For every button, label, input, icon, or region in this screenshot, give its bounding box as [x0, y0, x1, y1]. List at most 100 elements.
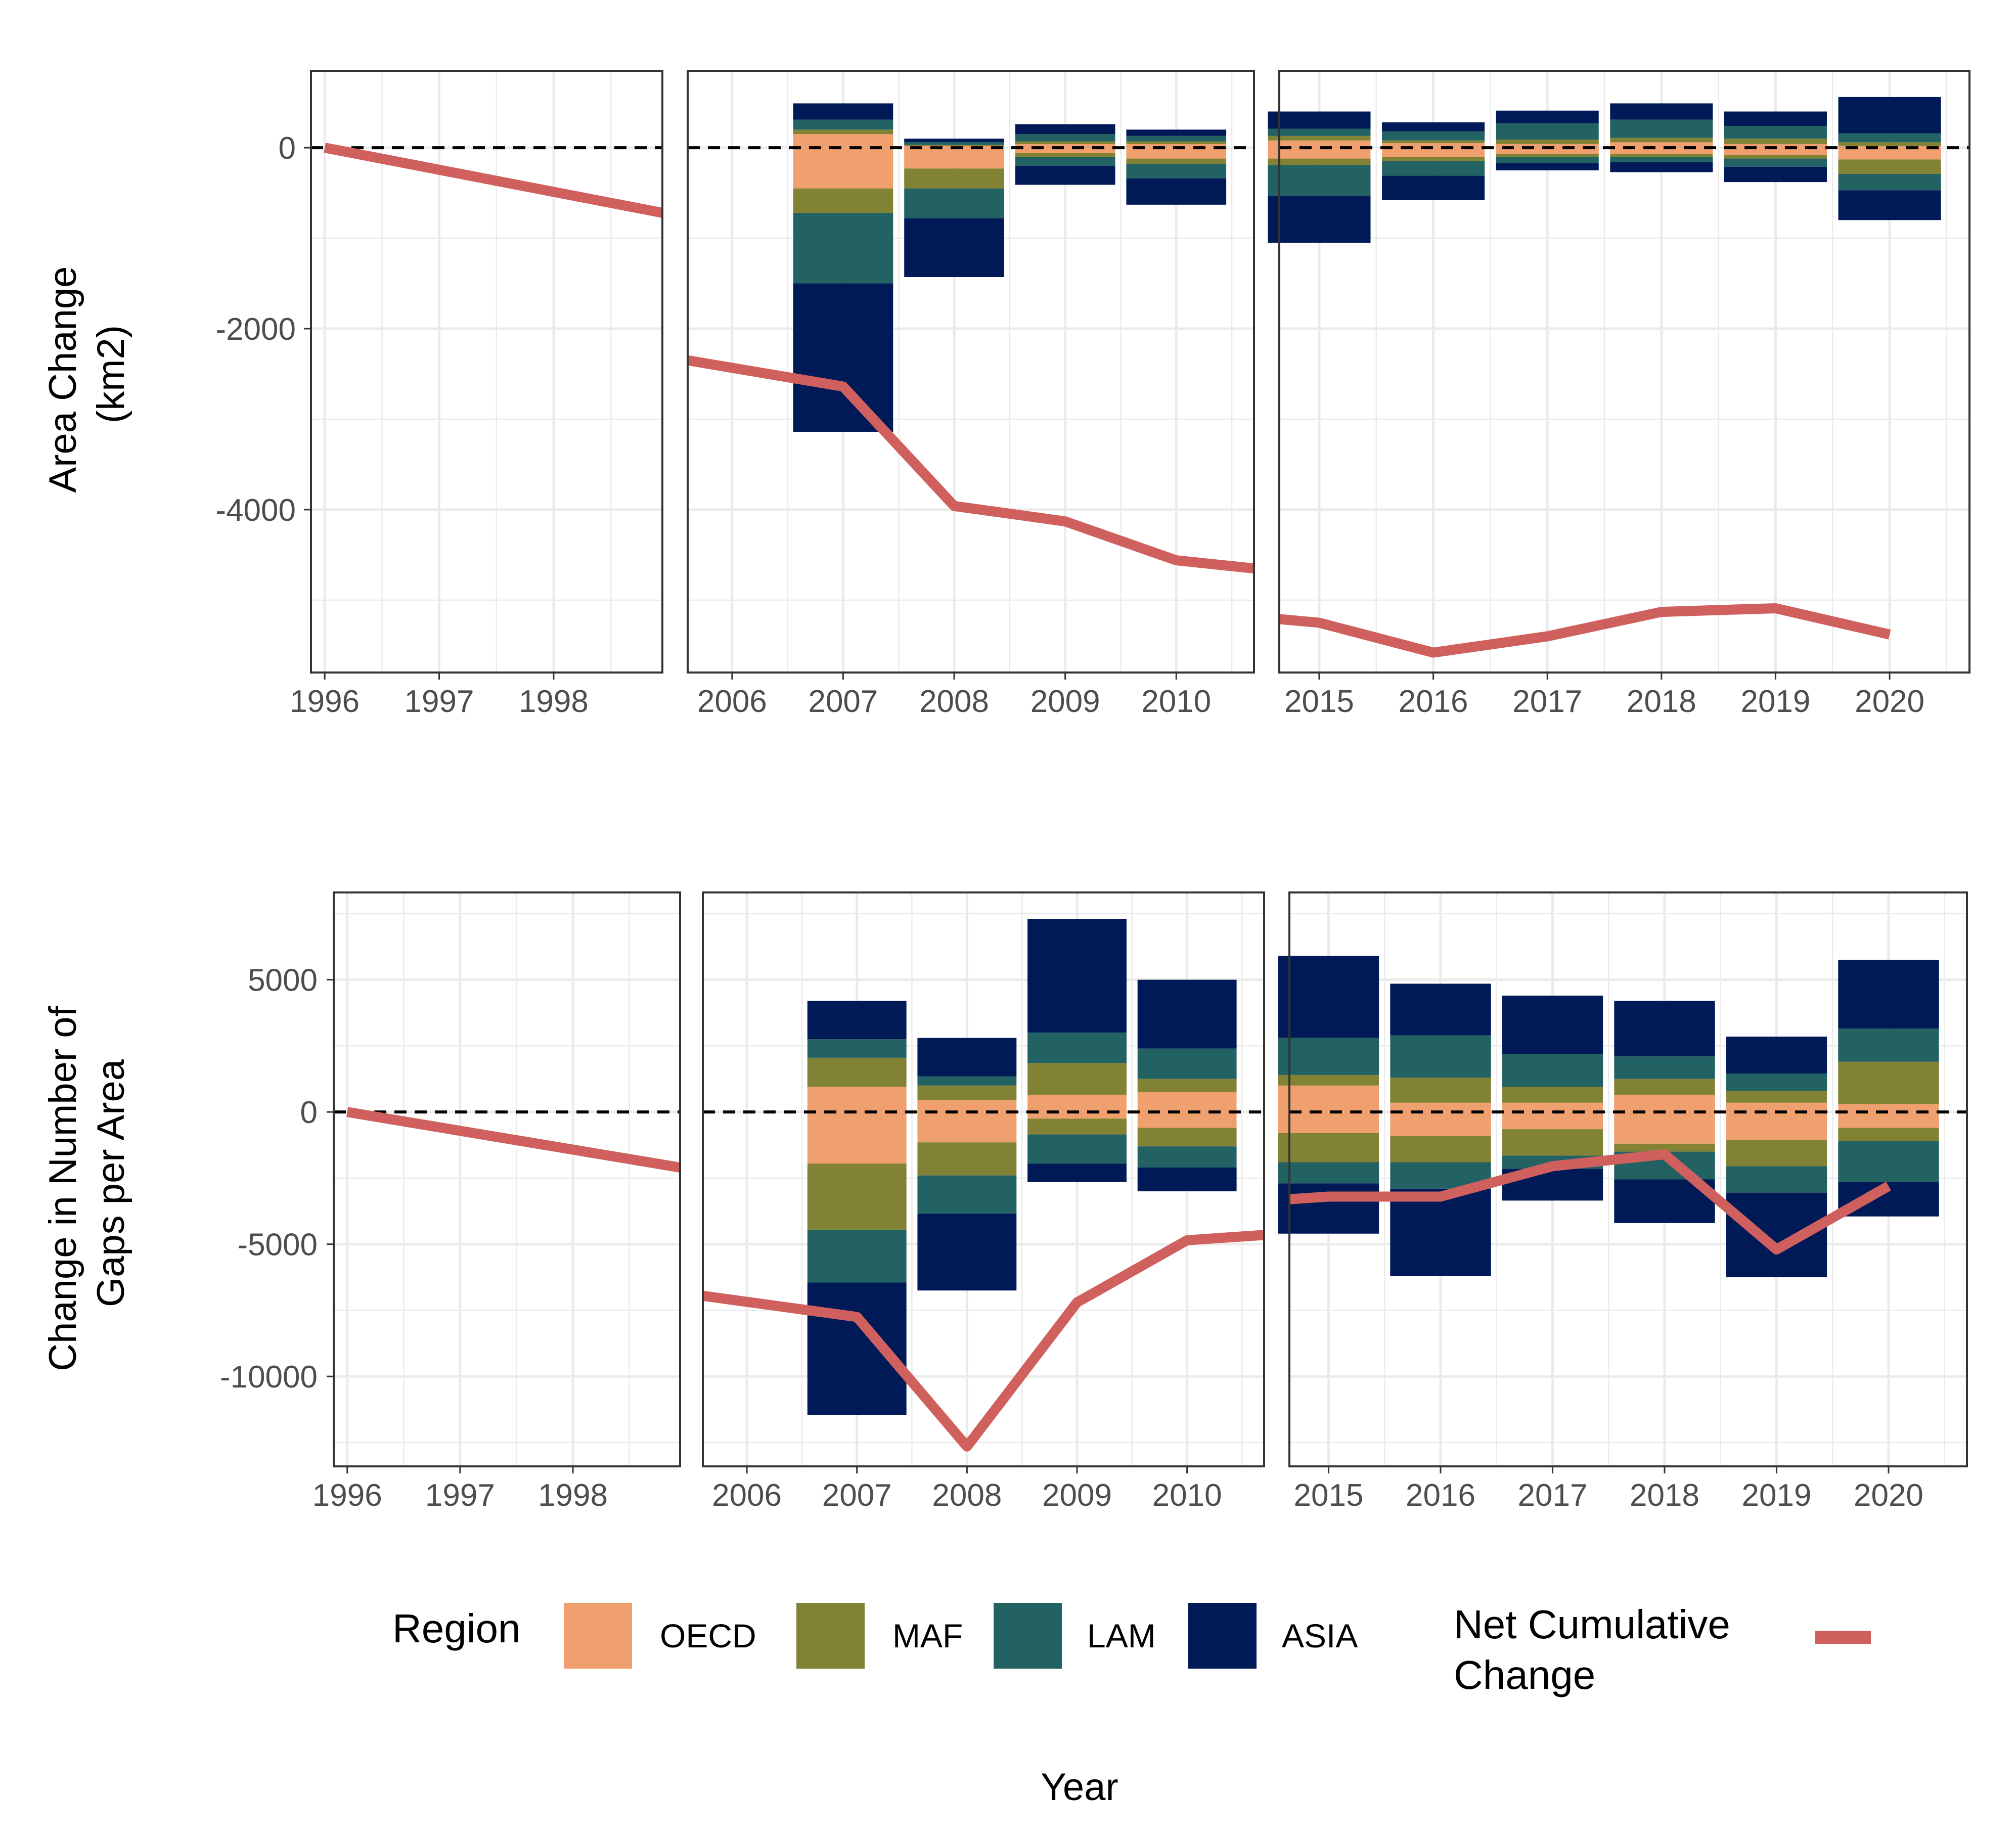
legend-label-lam: LAM — [1087, 1617, 1156, 1654]
net-cumulative-line — [346, 1107, 681, 1173]
bar-asia-2020-pos — [1838, 960, 1939, 1029]
x-tick-label: 2016 — [1406, 1478, 1475, 1513]
bar-maf-2019-neg — [1726, 1140, 1827, 1167]
bar-maf-2016-pos — [1382, 140, 1485, 144]
bar-lam-2007-pos — [793, 119, 893, 130]
bar-oecd-2009-pos — [1027, 1095, 1127, 1112]
x-tick-label: 2019 — [1742, 1478, 1812, 1513]
x-tick-label: 2015 — [1294, 1478, 1364, 1513]
bar-maf-2008-pos — [917, 1085, 1017, 1100]
bar-lam-2010-neg — [1137, 1146, 1237, 1168]
bar-maf-2008-neg — [917, 1142, 1017, 1176]
bar-asia-2018-pos — [1610, 103, 1713, 120]
legend-swatch-oecd — [564, 1603, 632, 1669]
bar-oecd-2017-pos — [1496, 144, 1599, 148]
bar-maf-2009-neg — [1015, 153, 1115, 157]
facet-0-1: 2006 2007 2008 2009 2010 — [687, 70, 1255, 719]
bar-maf-2020-pos — [1838, 142, 1941, 146]
chart-1: 5000 0 -5000 -10000 1996 1997 1998 2006 2007 2008… — [220, 891, 1968, 1513]
bar-asia-2017-pos — [1496, 110, 1599, 123]
bar-maf-2016-neg — [1382, 157, 1485, 161]
bar-oecd-2015-neg — [1278, 1112, 1379, 1133]
bar-lam-2009-neg — [1027, 1134, 1127, 1164]
x-tick-label: 2017 — [1512, 684, 1582, 719]
bar-lam-2010-pos — [1126, 136, 1227, 142]
x-tick-label: 2015 — [1284, 684, 1354, 719]
bar-asia-2019-pos — [1724, 111, 1827, 126]
bar-oecd-2019-neg — [1724, 148, 1827, 155]
bar-maf-2007-neg — [793, 188, 893, 213]
legend: Region OECD MAF LAM ASIA Net Cumulative … — [392, 1602, 1871, 1697]
bar-oecd-2015-pos — [1278, 1085, 1379, 1112]
bar-maf-2017-neg — [1496, 154, 1599, 157]
bar-maf-2010-pos — [1126, 141, 1227, 144]
bar-oecd-2008-neg — [917, 1112, 1017, 1143]
bar-asia-2010-pos — [1137, 979, 1237, 1049]
bar-maf-2016-pos — [1390, 1078, 1491, 1103]
x-tick-label: 2008 — [932, 1478, 1002, 1513]
bar-oecd-2018-neg — [1614, 1112, 1715, 1144]
bar-lam-2008-neg — [917, 1175, 1017, 1214]
bar-oecd-2019-neg — [1726, 1112, 1827, 1140]
x-tick-label: 1997 — [405, 684, 474, 719]
legend-swatch-maf — [796, 1603, 865, 1669]
bar-oecd-2008-pos — [917, 1100, 1017, 1112]
bar-asia-2017-pos — [1502, 995, 1603, 1054]
bar-oecd-2009-pos — [1015, 144, 1115, 148]
bar-maf-2010-neg — [1126, 158, 1227, 164]
y-axis-title-gaps-line1: Change in Number of — [41, 1005, 84, 1371]
bar-lam-2007-neg — [793, 212, 893, 284]
bar-maf-2007-neg — [807, 1163, 907, 1230]
bar-oecd-2007-neg — [807, 1112, 907, 1164]
x-tick-label: 2009 — [1031, 684, 1100, 719]
net-cumulative-line — [1279, 603, 1891, 658]
bar-lam-2007-neg — [807, 1229, 907, 1283]
bar-asia-2009-pos — [1027, 919, 1127, 1033]
bar-oecd-2010-neg — [1126, 148, 1227, 159]
y-tick-label: 0 — [279, 131, 296, 166]
y-tick-label: -5000 — [237, 1228, 318, 1263]
bar-maf-2020-neg — [1838, 1128, 1939, 1141]
bar-lam-2018-pos — [1614, 1056, 1715, 1079]
x-tick-label: 1997 — [425, 1478, 495, 1513]
bar-maf-2017-pos — [1502, 1087, 1603, 1103]
bar-lam-2017-pos — [1502, 1054, 1603, 1087]
y-axis-title-gaps: Change in Number of Gaps per Area — [41, 995, 132, 1371]
bar-lam-2009-neg — [1015, 157, 1115, 166]
bar-asia-2010-neg — [1126, 178, 1227, 205]
bar-maf-2009-pos — [1015, 141, 1115, 144]
bar-asia-2009-neg — [1015, 165, 1115, 185]
bar-asia-2007-neg — [807, 1282, 907, 1415]
bar-lam-2008-neg — [904, 188, 1004, 218]
y-tick-label: 0 — [300, 1095, 318, 1130]
y-tick-label: 5000 — [248, 963, 318, 998]
legend-label-maf: MAF — [892, 1617, 963, 1654]
bar-asia-2015-neg — [1278, 1183, 1379, 1234]
bar-maf-2009-neg — [1027, 1118, 1127, 1135]
bar-lam-2010-neg — [1126, 164, 1227, 178]
bar-maf-2009-pos — [1027, 1063, 1127, 1095]
bar-asia-2018-neg — [1610, 162, 1713, 172]
bar-oecd-2016-neg — [1390, 1112, 1491, 1136]
bar-asia-2019-pos — [1726, 1037, 1827, 1074]
bar-oecd-2018-pos — [1614, 1095, 1715, 1112]
bar-oecd-2007-pos — [807, 1087, 907, 1112]
bar-asia-2010-pos — [1126, 129, 1227, 136]
bar-lam-2019-pos — [1724, 126, 1827, 139]
bar-oecd-2015-neg — [1268, 148, 1371, 159]
y-axis-title-area-line1: Area Change — [41, 266, 84, 493]
legend-swatch-asia — [1188, 1603, 1257, 1669]
facet-0-0: 1996 1997 1998 — [290, 70, 663, 719]
y-tick-label: -4000 — [215, 493, 296, 528]
bar-lam-2016-pos — [1390, 1035, 1491, 1078]
y-tick-label: -10000 — [220, 1360, 318, 1395]
y-tick-label: -2000 — [215, 312, 296, 347]
bar-lam-2009-pos — [1027, 1033, 1127, 1063]
bar-asia-2010-neg — [1137, 1167, 1237, 1192]
bar-asia-2020-pos — [1838, 97, 1941, 133]
bar-lam-2020-pos — [1838, 133, 1941, 143]
bar-oecd-2017-neg — [1496, 148, 1599, 154]
